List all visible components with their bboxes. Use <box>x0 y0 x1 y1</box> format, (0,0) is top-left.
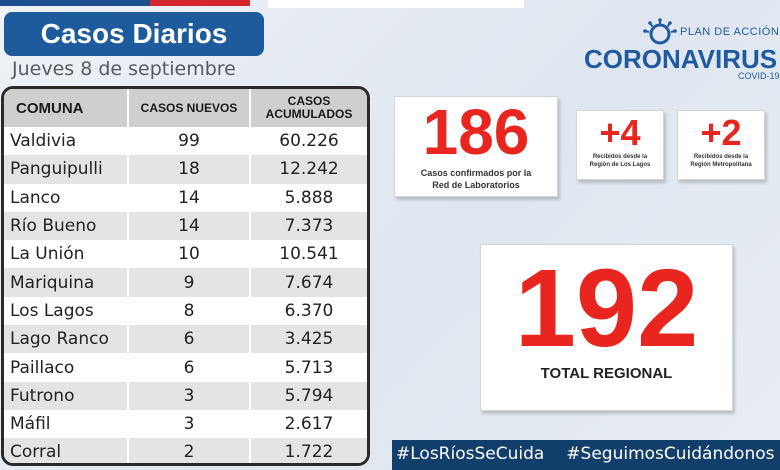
cell-casos-nuevos: 14 <box>128 183 251 212</box>
los-lagos-label-line1: Recibidos desde la <box>592 154 648 160</box>
cell-casos-acumulados: 60.226 <box>250 127 367 156</box>
cell-casos-nuevos: 18 <box>128 155 251 184</box>
total-regional-card: 192 TOTAL REGIONAL <box>480 244 733 411</box>
logo-plan-text: PLAN DE ACCIÓN <box>680 26 780 38</box>
header-casos-nuevos: CASOS NUEVOS <box>128 89 251 127</box>
table-row: Máfil 3 2.617 <box>4 409 367 439</box>
cell-casos-acumulados: 3.425 <box>250 325 367 354</box>
cell-casos-nuevos: 14 <box>128 211 251 241</box>
cell-casos-nuevos: 3 <box>128 381 251 410</box>
coronavirus-logo: PLAN DE ACCIÓN CORONAVIRUS COVID-19 <box>580 18 780 84</box>
hashtag-los-rios: #LosRíosSeCuida <box>396 444 545 464</box>
cell-casos-nuevos: 9 <box>128 268 251 297</box>
metropolitana-card: +2 Recibidos desde la Región Metropolita… <box>677 110 765 180</box>
cell-comuna: Paillaco <box>4 353 129 382</box>
cell-casos-acumulados: 5.888 <box>250 183 367 212</box>
cell-casos-acumulados: 2.617 <box>250 409 367 439</box>
table-row: Panguipulli 18 12.242 <box>4 155 367 184</box>
lab-label-line1: Casos confirmados por la <box>420 168 532 178</box>
total-regional-label: TOTAL REGIONAL <box>540 365 673 382</box>
virus-emblem-icon <box>643 18 677 45</box>
cell-comuna: Lanco <box>4 183 129 212</box>
los-lagos-label-line2: Región de Los Lagos <box>589 162 651 168</box>
table-row: Futrono 3 5.794 <box>4 381 367 410</box>
lab-cases-label: Casos confirmados por la Red de Laborato… <box>395 167 557 191</box>
los-lagos-label: Recibidos desde la Región de Los Lagos <box>577 153 663 169</box>
cell-comuna: La Unión <box>4 240 129 269</box>
cell-casos-nuevos: 6 <box>128 353 251 382</box>
report-date: Jueves 8 de septiembre <box>12 58 236 80</box>
table-row: Mariquina 9 7.674 <box>4 268 367 297</box>
logo-coronavirus-text: CORONAVIRUS <box>584 44 778 74</box>
cell-casos-acumulados: 12.242 <box>250 155 367 184</box>
top-white-bar <box>268 0 524 8</box>
metropolitana-label: Recibidos desde la Región Metropolitana <box>678 153 764 169</box>
header-acumulados-line2: ACUMULADOS <box>265 107 353 121</box>
metropolitana-label-line2: Región Metropolitana <box>690 162 752 168</box>
table-row: Río Bueno 14 7.373 <box>4 211 367 241</box>
cell-comuna: Corral <box>4 438 129 463</box>
cell-casos-acumulados: 1.722 <box>250 438 367 463</box>
cell-casos-nuevos: 99 <box>128 127 251 156</box>
hashtag-banner: #LosRíosSeCuida #SeguimosCuidándonos <box>392 440 780 470</box>
cell-casos-nuevos: 3 <box>128 409 251 439</box>
table-row: Corral 2 1.722 <box>4 438 367 463</box>
cases-table: COMUNA CASOS NUEVOS CASOS ACUMULADOS Val… <box>1 86 370 466</box>
table-row: Paillaco 6 5.713 <box>4 353 367 382</box>
logo-covid-text: COVID-19 <box>738 71 780 81</box>
header-acumulados-line1: CASOS <box>287 94 331 108</box>
table-row: Lanco 14 5.888 <box>4 183 367 212</box>
cell-comuna: Lago Ranco <box>4 325 129 354</box>
lab-cases-card: 186 Casos confirmados por la Red de Labo… <box>394 96 558 197</box>
cell-casos-acumulados: 7.373 <box>250 211 367 241</box>
cell-casos-acumulados: 6.370 <box>250 296 367 326</box>
cell-comuna: Máfil <box>4 409 129 439</box>
metropolitana-label-line1: Recibidos desde la <box>693 154 749 160</box>
cell-casos-nuevos: 8 <box>128 296 251 326</box>
table-header-row: COMUNA CASOS NUEVOS CASOS ACUMULADOS <box>4 89 367 127</box>
total-regional-value: 192 <box>514 247 699 370</box>
cell-casos-acumulados: 5.713 <box>250 353 367 382</box>
table-row: Los Lagos 8 6.370 <box>4 296 367 326</box>
metropolitana-value: +2 <box>700 112 742 153</box>
table-row: Valdivia 99 60.226 <box>4 127 367 156</box>
cell-casos-nuevos: 10 <box>128 240 251 269</box>
header-comuna: COMUNA <box>4 89 129 127</box>
cell-casos-nuevos: 6 <box>128 325 251 354</box>
hashtag-seguimos: #SeguimosCuidándonos <box>566 444 775 464</box>
page-title: Casos Diarios <box>4 12 264 56</box>
table-row: Lago Ranco 6 3.425 <box>4 325 367 354</box>
cell-comuna: Río Bueno <box>4 211 129 241</box>
cell-comuna: Valdivia <box>4 127 129 156</box>
lab-cases-value: 186 <box>422 96 530 168</box>
cell-casos-acumulados: 10.541 <box>250 240 367 269</box>
header-casos-acumulados: CASOS ACUMULADOS <box>250 89 367 127</box>
lab-label-line2: Red de Laboratorios <box>432 180 520 190</box>
top-flag-strip <box>0 0 250 6</box>
cell-comuna: Los Lagos <box>4 296 129 326</box>
cell-comuna: Mariquina <box>4 268 129 297</box>
cell-comuna: Panguipulli <box>4 155 129 184</box>
cell-comuna: Futrono <box>4 381 129 410</box>
cell-casos-acumulados: 7.674 <box>250 268 367 297</box>
cell-casos-nuevos: 2 <box>128 438 251 463</box>
los-lagos-value: +4 <box>599 112 641 153</box>
cell-casos-acumulados: 5.794 <box>250 381 367 410</box>
table-row: La Unión 10 10.541 <box>4 240 367 269</box>
los-lagos-card: +4 Recibidos desde la Región de Los Lago… <box>576 110 664 180</box>
